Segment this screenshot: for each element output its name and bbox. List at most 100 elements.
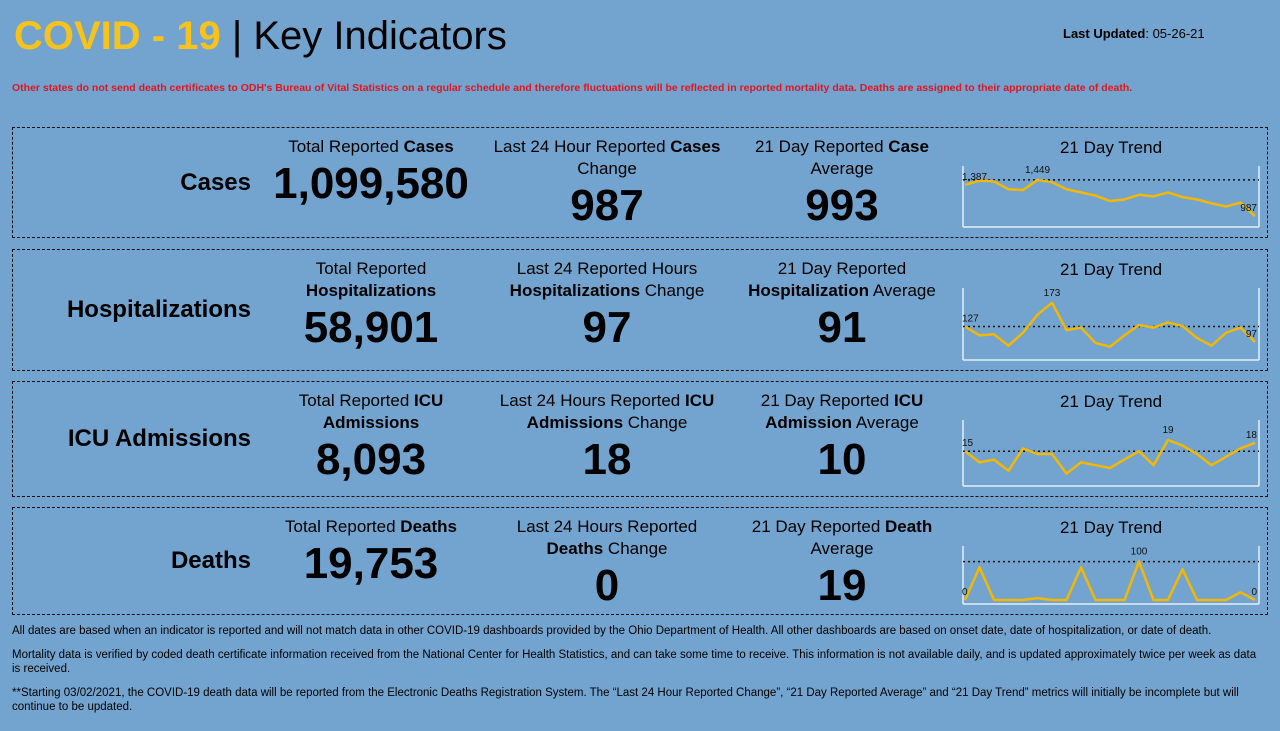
data-label: 127	[962, 314, 979, 325]
kpi-value: 1,099,580	[273, 159, 469, 208]
kpi: Last 24 Hours Reported Deaths Change 0	[487, 516, 727, 612]
label-part: Hospitalization	[748, 281, 870, 300]
kpi: 21 Day Reported Death Average 19	[722, 516, 962, 612]
kpi-label: Last 24 Hour Reported Cases Change	[487, 136, 727, 180]
data-label: 100	[1131, 547, 1148, 558]
kpi-value: 0	[594, 561, 620, 610]
indicator-row: Deaths Total Reported Deaths 19,753 Last 24…	[12, 507, 1268, 615]
label-part: Cases	[670, 137, 721, 156]
trend: 21 Day Trend 1,387 1,449 987	[961, 138, 1261, 229]
sparkline: 1,387 1,449 987	[962, 165, 1260, 228]
last-updated: Last Updated: 05-26-21	[1063, 26, 1205, 41]
label-part: Deaths	[546, 539, 604, 558]
kpi-value: 993	[805, 181, 879, 230]
footer-note: All dates are based when an indicator is…	[12, 625, 1212, 637]
title-highlight: COVID - 19	[14, 14, 221, 58]
sparkline: 127 173 97	[962, 288, 1260, 361]
label-part: Deaths	[400, 517, 457, 536]
trend-title: 21 Day Trend	[1059, 518, 1163, 537]
kpi-label: 21 Day Reported Case Average	[722, 136, 962, 180]
label-part: Change	[603, 539, 668, 558]
label-part: 21 Day Reported	[777, 259, 907, 278]
label-part: Last 24 Reported Hours	[516, 259, 698, 278]
trend-line	[964, 301, 1256, 348]
label-part: Last 24 Hours Reported	[499, 391, 685, 410]
kpi-value: 19	[817, 561, 867, 610]
label-part: ICU Admissions	[526, 391, 715, 432]
data-label: 0	[962, 587, 968, 598]
label-part: Change	[640, 281, 705, 300]
label-part: Last 24 Hours Reported	[516, 517, 698, 536]
trend-line	[964, 178, 1256, 218]
trend-line	[964, 438, 1256, 475]
kpi-value: 91	[817, 303, 867, 352]
kpi: 21 Day Reported Hospitalization Average 9…	[722, 258, 962, 354]
data-label: 18	[1246, 430, 1258, 441]
trend: 21 Day Trend 0 100 0	[961, 518, 1261, 606]
kpi-label: 21 Day Reported ICU Admission Average	[722, 390, 962, 434]
label-part: Total Reported	[298, 391, 414, 410]
kpi-label: 21 Day Reported Hospitalization Average	[722, 258, 962, 302]
data-label: 0	[1251, 587, 1257, 598]
kpi-value: 8,093	[315, 435, 427, 484]
kpi: 21 Day Reported ICU Admission Average 10	[722, 390, 962, 486]
row-name: Deaths	[170, 547, 251, 574]
label-part: Total Reported	[315, 259, 427, 278]
label-part: Average	[810, 159, 874, 178]
kpi-value: 97	[582, 303, 632, 352]
sparkline: 0 100 0	[962, 546, 1260, 605]
trend: 21 Day Trend 127 173 97	[961, 260, 1261, 362]
row-name: ICU Admissions	[67, 425, 251, 452]
data-label: 1,449	[1025, 165, 1050, 176]
label-part: Hospitalizations	[305, 281, 437, 300]
kpi-value: 18	[582, 435, 632, 484]
label-part: Average	[810, 539, 874, 558]
kpi-label: Last 24 Hours Reported Deaths Change	[487, 516, 727, 560]
indicator-row: Hospitalizations Total Reported Hospitali…	[12, 249, 1268, 371]
title: COVID - 19 | Key Indicators	[14, 14, 507, 59]
label-part: Change	[577, 159, 637, 178]
kpi-label: Total Reported ICU Admissions	[251, 390, 491, 434]
kpi: 21 Day Reported Case Average 993	[722, 136, 962, 232]
label-part: Average	[869, 281, 936, 300]
kpi: Last 24 Reported Hours Hospitalizations …	[487, 258, 727, 354]
trend-title: 21 Day Trend	[1059, 392, 1163, 411]
kpi-label: Total Reported Hospitalizations	[251, 258, 491, 302]
label-part: Total Reported	[288, 137, 404, 156]
label-part: : 05-26-21	[1145, 26, 1205, 41]
kpi: Total Reported Deaths 19,753	[251, 516, 491, 590]
kpi-label: 21 Day Reported Death Average	[722, 516, 962, 560]
label-part: 21 Day Reported	[751, 517, 885, 536]
label-part: Total Reported	[285, 517, 401, 536]
notice: Other states do not send death certifica…	[12, 82, 1133, 94]
kpi-value: 58,901	[303, 303, 439, 352]
kpi: Total Reported Cases 1,099,580	[251, 136, 491, 210]
label-part: 21 Day Reported	[755, 137, 889, 156]
sparkline: 15 19 18	[962, 420, 1260, 487]
label-part: ICU Admission	[765, 391, 924, 432]
kpi-label: Last 24 Hours Reported ICU Admissions Ch…	[487, 390, 727, 434]
title-separator: |	[231, 14, 243, 58]
row-name: Hospitalizations	[66, 296, 251, 323]
data-label: 97	[1246, 329, 1258, 340]
label-part: Death	[885, 517, 933, 536]
footer: All dates are based when an indicator is…	[12, 624, 1264, 724]
kpi: Last 24 Hours Reported ICU Admissions Ch…	[487, 390, 727, 486]
data-label: 987	[1240, 203, 1257, 214]
indicator-row: Cases Total Reported Cases 1,099,580 Last 2…	[12, 127, 1268, 238]
kpi-value: 10	[817, 435, 867, 484]
label-part: Cases	[403, 137, 454, 156]
kpi-label: Total Reported Deaths	[251, 516, 491, 538]
footer-note: Mortality data is verified by coded deat…	[12, 649, 1257, 675]
trend-line	[963, 560, 1256, 602]
kpi-value: 19,753	[303, 539, 439, 588]
label-part: Change	[623, 413, 688, 432]
kpi-label: Total Reported Cases	[251, 136, 491, 158]
kpi-value: 987	[570, 181, 644, 230]
row-name: Cases	[180, 168, 251, 196]
label-part: Last 24 Hour Reported	[493, 137, 671, 156]
kpi: Last 24 Hour Reported Cases Change 987	[487, 136, 727, 232]
label-part: Average	[852, 413, 919, 432]
label-part: Case	[888, 137, 929, 156]
